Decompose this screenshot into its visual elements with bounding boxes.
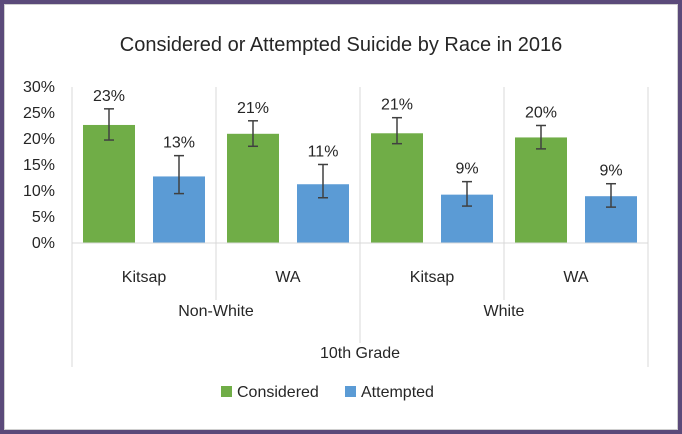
plot-area: 23% 21% 21% 20% 13% 11% 9% 9% xyxy=(83,88,637,243)
group-label: Non-White xyxy=(178,303,254,320)
category-label: WA xyxy=(563,269,589,286)
top-group-label: 10th Grade xyxy=(320,345,400,362)
data-label: 23% xyxy=(93,88,125,105)
legend: Considered Attempted xyxy=(221,384,434,401)
y-tick-label: 10% xyxy=(23,183,55,200)
legend-swatch-considered xyxy=(221,386,232,397)
y-tick-label: 5% xyxy=(32,209,55,226)
bar-considered xyxy=(227,133,279,243)
chart: Considered or Attempted Suicide by Race … xyxy=(23,34,649,401)
bar-considered xyxy=(83,124,135,243)
category-label: Kitsap xyxy=(122,269,167,286)
legend-label-considered: Considered xyxy=(237,384,319,401)
category-label: Kitsap xyxy=(410,269,455,286)
data-label: 20% xyxy=(525,104,557,121)
chart-frame: Considered or Attempted Suicide by Race … xyxy=(4,4,678,430)
data-label: 11% xyxy=(308,143,339,160)
y-tick-label: 20% xyxy=(23,131,55,148)
chart-title: Considered or Attempted Suicide by Race … xyxy=(120,34,563,56)
bar-considered xyxy=(515,137,567,243)
legend-label-attempted: Attempted xyxy=(361,384,434,401)
category-label: WA xyxy=(275,269,301,286)
data-label: 13% xyxy=(163,135,195,152)
x-axis: Kitsap WA Kitsap WA Non-White White 10th Grade xyxy=(71,87,649,367)
y-tick-label: 15% xyxy=(23,157,55,174)
data-label: 21% xyxy=(381,97,413,114)
y-tick-label: 25% xyxy=(23,105,55,122)
group-label: White xyxy=(484,303,525,320)
bar-considered xyxy=(371,133,423,243)
y-tick-label: 30% xyxy=(23,79,55,96)
y-axis: 0% 5% 10% 15% 20% 25% 30% xyxy=(23,79,55,252)
data-label: 21% xyxy=(237,100,269,117)
y-tick-label: 0% xyxy=(32,235,55,252)
legend-swatch-attempted xyxy=(345,386,356,397)
data-label: 9% xyxy=(455,161,478,178)
data-label: 9% xyxy=(599,163,622,180)
